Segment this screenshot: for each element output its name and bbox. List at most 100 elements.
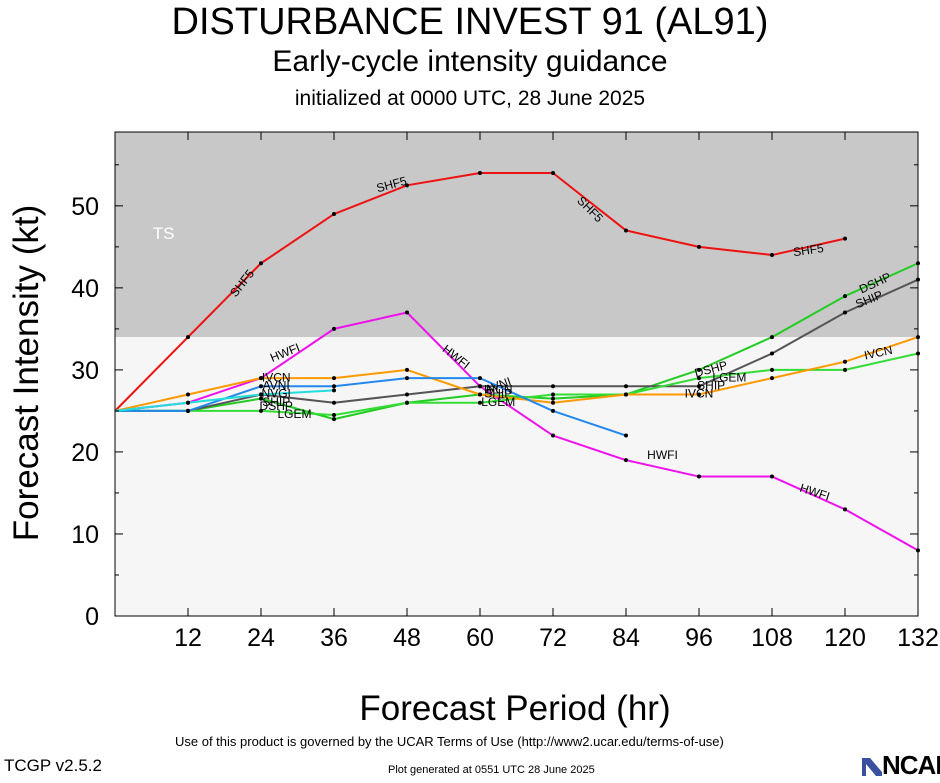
series-label-hwfi: HWFI [647, 448, 678, 462]
init-time: initialized at 0000 UTC, 28 June 2025 [294, 87, 646, 110]
series-label-ship: SHIP [262, 395, 290, 409]
x-tick-label: 84 [612, 624, 640, 652]
data-point-avni [624, 433, 628, 438]
ts-region-label: TS [153, 224, 175, 243]
data-point-ivcn [843, 359, 847, 364]
x-tick-label: 132 [897, 624, 939, 652]
data-point-dshp [697, 367, 701, 372]
ncar-logo-icon [862, 758, 882, 776]
series-line-dshp [115, 262, 919, 421]
series-line-avni [115, 377, 627, 437]
region-ts [115, 132, 918, 338]
data-point-dshp [770, 335, 774, 340]
data-point-hwfi [843, 507, 847, 512]
data-point-ivcn [405, 367, 409, 372]
data-point-lgem [697, 376, 701, 381]
x-axis-label: Forecast Period (hr) [359, 689, 670, 728]
data-point-shf5 [478, 171, 482, 176]
region-below-ts [115, 337, 918, 616]
data-point-shf5 [624, 228, 628, 233]
data-point-avni [186, 408, 190, 413]
series-label-ship: SHIP [484, 387, 512, 401]
data-point-dshp [259, 396, 263, 401]
ncar-logo: NCAR [860, 750, 940, 780]
axes: 12 24 36 48 60 72 84 96 108 120 132 0 10 20 30 40 50 [71, 131, 939, 652]
terms-of-use: Use of this product is governed by the U… [175, 734, 724, 749]
series-label-ivcn: IVCN [863, 343, 894, 363]
data-point-shf5 [332, 212, 336, 217]
generated-time: Plot generated at 0551 UTC 28 June 2025 [388, 764, 595, 776]
data-point-ship [405, 392, 409, 397]
series-lines [114, 171, 920, 553]
data-point-shf5 [186, 335, 190, 340]
data-point-lgem [843, 367, 847, 372]
data-point-hwfi [405, 310, 409, 315]
series-line-hwfi [114, 311, 919, 552]
x-tick-label: 48 [393, 624, 421, 652]
x-tick-label: 108 [751, 624, 793, 652]
data-point-nvgi [332, 388, 336, 393]
data-point-ship [332, 400, 336, 405]
chart-title: DISTURBANCE INVEST 91 (AL91) [171, 1, 769, 43]
data-point-ivcn [551, 400, 555, 405]
data-point-ivcn [186, 392, 190, 397]
x-tick-label: 36 [320, 624, 348, 652]
series-label-ship: SHIP [697, 378, 725, 392]
series-label-dshp: DSHP [260, 399, 293, 413]
data-point-nvgi [186, 400, 190, 405]
version-label: TCGP v2.5.2 [4, 756, 102, 775]
data-point-shf5 [843, 236, 847, 241]
data-point-lgem [332, 413, 336, 418]
data-point-ivcn [259, 376, 263, 381]
series-label-nvgi: NVGI [262, 387, 291, 401]
data-point-ship [624, 384, 628, 389]
series-label-lgem: LGEM [481, 395, 515, 409]
data-point-avni [332, 384, 336, 389]
y-tick-label: 0 [85, 603, 99, 631]
x-tick-label: 96 [685, 624, 713, 652]
y-tick-label: 20 [71, 439, 99, 467]
data-point-shf5 [770, 253, 774, 258]
data-point-ivcn [624, 392, 628, 397]
data-point-hwfi [332, 326, 336, 331]
series-line-ship [115, 278, 919, 412]
data-point-ship [843, 310, 847, 315]
data-point-ship [478, 384, 482, 389]
x-tick-label: 60 [466, 624, 494, 652]
y-tick-label: 50 [71, 193, 99, 221]
data-point-hwfi [551, 433, 555, 438]
series-label-avni: AVNI [263, 378, 290, 392]
data-point-lgem [551, 392, 555, 397]
data-point-ship [551, 384, 555, 389]
data-point-ivcn [332, 376, 336, 381]
data-point-lgem [259, 408, 263, 413]
data-point-avni [259, 384, 263, 389]
data-point-lgem [770, 367, 774, 372]
x-tick-label: 120 [824, 624, 866, 652]
series-label-ivcn: IVCN [484, 383, 513, 397]
ncar-logo-text: NCAR [882, 750, 940, 780]
y-tick-label: 40 [71, 275, 99, 303]
data-point-shf5 [551, 171, 555, 176]
data-point-lgem [478, 400, 482, 405]
data-point-hwfi [770, 474, 774, 479]
series-label-lgem: LGEM [712, 370, 746, 384]
data-point-dshp [843, 294, 847, 299]
data-point-avni [405, 376, 409, 381]
series-line-ivcn [114, 336, 919, 412]
y-tick-label: 10 [71, 521, 99, 549]
data-point-shf5 [697, 244, 701, 249]
data-point-dshp [551, 396, 555, 401]
data-point-dshp [332, 417, 336, 422]
data-point-shf5 [405, 183, 409, 188]
data-point-hwfi [624, 458, 628, 463]
series-label-ivcn: IVCN [685, 387, 714, 401]
data-point-lgem [405, 400, 409, 405]
chart-subtitle: Early-cycle intensity guidance [272, 45, 668, 78]
data-point-nvgi [259, 392, 263, 397]
data-point-avni [551, 408, 555, 413]
data-point-ivcn [478, 392, 482, 397]
y-axis-label: Forecast Intensity (kt) [7, 205, 46, 541]
series-label-lgem: LGEM [277, 407, 311, 421]
